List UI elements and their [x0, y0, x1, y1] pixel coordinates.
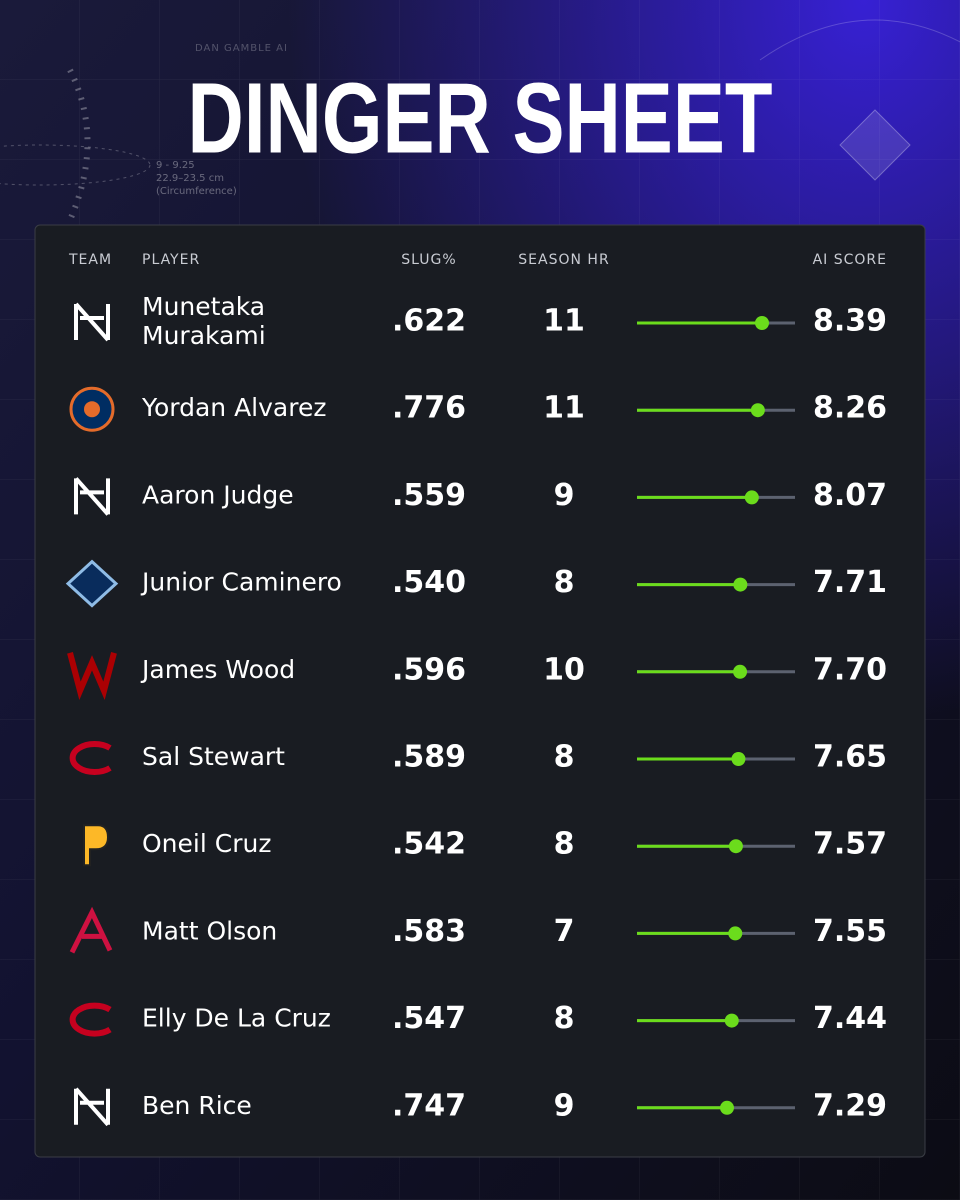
watermark: DAN GAMBLE AI	[195, 43, 288, 54]
ai-score: 7.70	[813, 652, 887, 687]
team-logo	[74, 302, 110, 342]
ai-score: 7.57	[813, 827, 887, 862]
ai-score: 7.29	[813, 1088, 887, 1123]
column-header: SLUG%	[401, 252, 456, 268]
ai-score: 7.71	[813, 565, 887, 600]
slider-dot	[755, 316, 769, 330]
team-logo	[67, 652, 117, 701]
team-logo	[69, 906, 113, 954]
decor-note: (Circumference)	[156, 186, 237, 197]
season-hr: 9	[554, 478, 575, 513]
column-header: SEASON HR	[518, 252, 609, 268]
player-name: Elly De La Cruz	[142, 1004, 331, 1033]
player-name: Aaron Judge	[142, 480, 294, 509]
ai-score: 8.07	[813, 478, 887, 513]
slider-dot	[728, 926, 743, 941]
slider-dot	[733, 577, 748, 592]
player-name: Sal Stewart	[142, 742, 285, 771]
title: DINGER SHEET	[188, 63, 773, 175]
decor-ellipse	[0, 144, 151, 186]
slug: .776	[392, 391, 466, 426]
slug: .622	[392, 304, 466, 339]
player-name: Matt Olson	[142, 916, 277, 945]
season-hr: 8	[554, 1001, 575, 1036]
slug: .596	[392, 652, 466, 687]
season-hr: 11	[543, 304, 585, 339]
team-logo	[69, 741, 112, 775]
season-hr: 9	[554, 1088, 575, 1123]
ai-score: 7.65	[813, 740, 887, 775]
player-name: James Wood	[140, 655, 295, 684]
decor-note: 22.9–23.5 cm	[156, 173, 224, 184]
slider-dot	[720, 1100, 734, 1115]
slug: .559	[392, 478, 466, 513]
slider-dot	[733, 664, 748, 679]
player-name: Junior Caminero	[140, 568, 342, 597]
player-name: Ben Rice	[142, 1091, 252, 1120]
team-logo	[74, 1087, 110, 1127]
ai-score: 8.39	[813, 304, 887, 339]
column-header: TEAM	[68, 252, 112, 268]
slug: .583	[392, 914, 466, 949]
team-logo	[69, 1002, 112, 1037]
player-name: Munetaka Murakami	[142, 292, 266, 350]
decor-diamond	[839, 109, 911, 181]
season-hr: 8	[554, 827, 575, 862]
team-logo	[74, 477, 110, 516]
table-panel	[34, 224, 926, 1158]
team-logo	[83, 824, 110, 867]
season-hr: 7	[554, 914, 575, 949]
season-hr: 11	[543, 391, 585, 426]
slug: .540	[392, 565, 466, 600]
slider-dot	[750, 403, 765, 418]
ai-score: 7.44	[813, 1001, 887, 1036]
slider-dot	[724, 1013, 739, 1028]
decor-arc	[759, 19, 960, 61]
slider-dot	[744, 490, 759, 505]
ai-score: 7.55	[813, 914, 887, 949]
slider-dot	[731, 752, 746, 766]
column-header: PLAYER	[142, 252, 200, 268]
slug: .542	[392, 827, 466, 862]
slug: .589	[392, 740, 466, 775]
team-logo-star	[84, 401, 100, 418]
slug: .547	[392, 1001, 466, 1036]
team-logo	[65, 559, 119, 608]
player-name: Oneil Cruz	[142, 829, 271, 858]
season-hr: 8	[554, 565, 575, 600]
decor-note: 9 - 9.25	[156, 160, 195, 171]
slider-dot	[728, 839, 743, 854]
column-header: AI SCORE	[813, 252, 887, 268]
ai-score: 8.26	[813, 391, 887, 426]
slug: .747	[392, 1088, 466, 1123]
season-hr: 8	[554, 740, 575, 775]
season-hr: 10	[543, 652, 585, 687]
player-name: Yordan Alvarez	[141, 393, 326, 422]
